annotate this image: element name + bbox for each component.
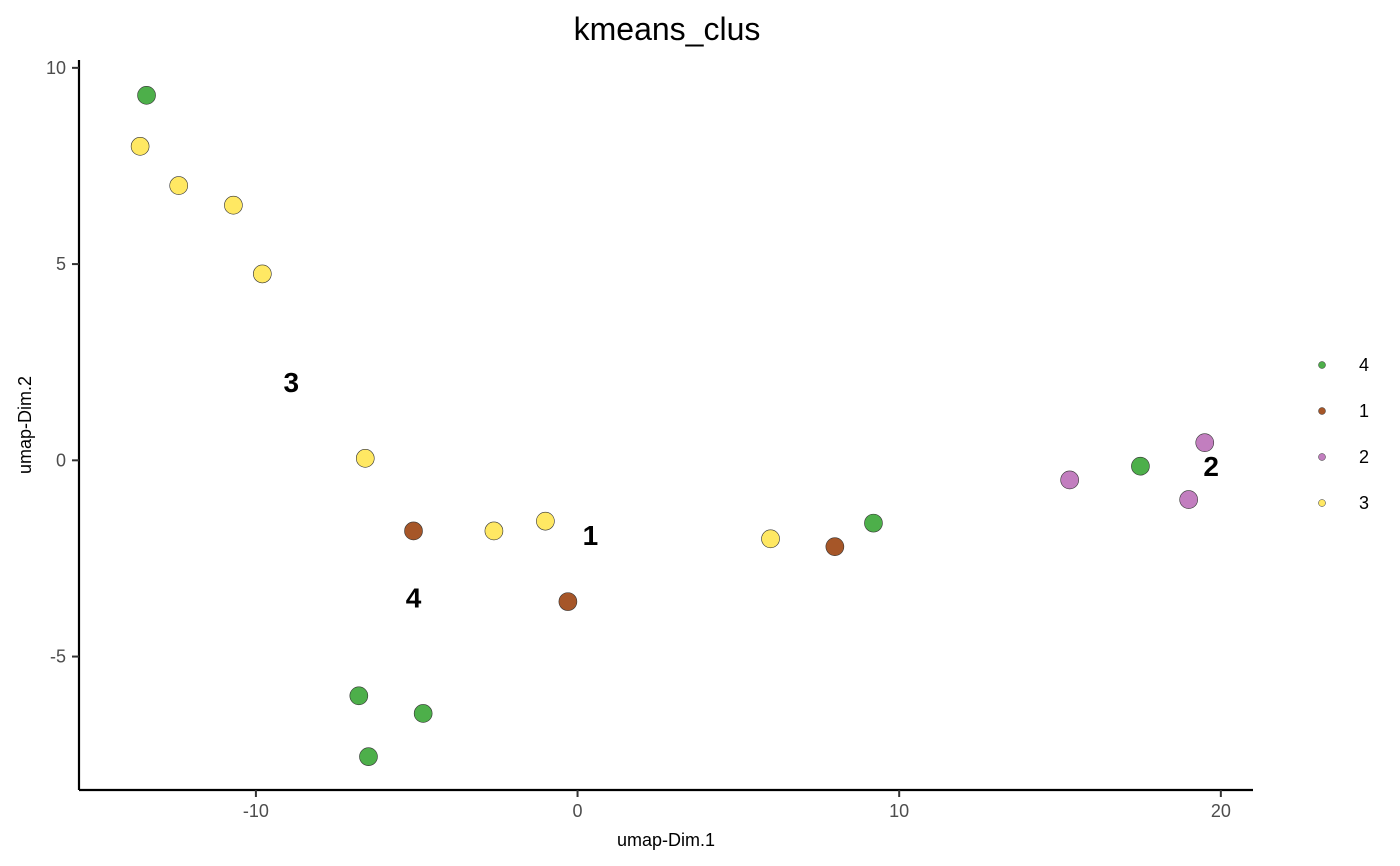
legend-label-1: 1 — [1359, 401, 1369, 421]
legend-label-4: 4 — [1359, 355, 1369, 375]
data-point-cluster-3 — [484, 521, 504, 541]
data-point-cluster-3 — [224, 195, 243, 215]
cluster-label-1: 1 — [583, 520, 599, 551]
data-point-cluster-4 — [359, 747, 378, 766]
legend-label-3: 3 — [1359, 493, 1369, 513]
data-point-cluster-2 — [1179, 490, 1198, 509]
x-tick-label: -10 — [243, 801, 269, 821]
legend-key-2 — [1318, 453, 1326, 461]
legend-label-2: 2 — [1359, 447, 1369, 467]
cluster-label-3: 3 — [283, 367, 299, 398]
x-tick-label: 0 — [573, 801, 583, 821]
y-tick-label: 0 — [56, 450, 66, 470]
y-axis-label: umap-Dim.2 — [15, 376, 35, 474]
y-tick-label: 10 — [46, 58, 66, 78]
cluster-label-2: 2 — [1203, 451, 1219, 482]
axes: -10 0 10 20 -5 0 5 10 — [46, 58, 1253, 821]
data-point-cluster-4 — [864, 513, 883, 533]
cluster-label-4: 4 — [406, 583, 422, 614]
data-point-cluster-1 — [558, 592, 578, 611]
x-axis-label: umap-Dim.1 — [617, 830, 715, 850]
data-point-cluster-4 — [137, 86, 156, 105]
data-point-cluster-4 — [349, 686, 369, 706]
y-tick-label: 5 — [56, 254, 66, 274]
legend-key-4 — [1318, 361, 1326, 369]
data-point-cluster-1 — [825, 537, 845, 556]
data-point-cluster-2 — [1060, 470, 1079, 490]
data-point-cluster-3 — [130, 137, 150, 156]
y-tick-label: -5 — [50, 647, 66, 667]
data-point-cluster-2 — [1195, 433, 1215, 452]
x-tick-label: 20 — [1211, 801, 1231, 821]
data-point-cluster-1 — [404, 521, 423, 541]
data-point-cluster-3 — [355, 449, 375, 468]
chart-title: kmeans_clus — [574, 11, 761, 47]
x-tick-label: 10 — [889, 801, 909, 821]
data-point-cluster-3 — [253, 264, 272, 284]
data-point-cluster-4 — [1131, 456, 1150, 476]
legend-key-1 — [1318, 407, 1326, 415]
data-points — [130, 86, 1215, 766]
cluster-labels: 3 1 4 2 — [283, 367, 1218, 614]
data-point-cluster-3 — [761, 529, 780, 549]
legend: 4 1 2 3 — [1318, 355, 1369, 513]
data-point-cluster-3 — [536, 511, 555, 531]
legend-key-3 — [1318, 499, 1326, 507]
data-point-cluster-4 — [413, 704, 433, 723]
data-point-cluster-3 — [169, 176, 189, 195]
